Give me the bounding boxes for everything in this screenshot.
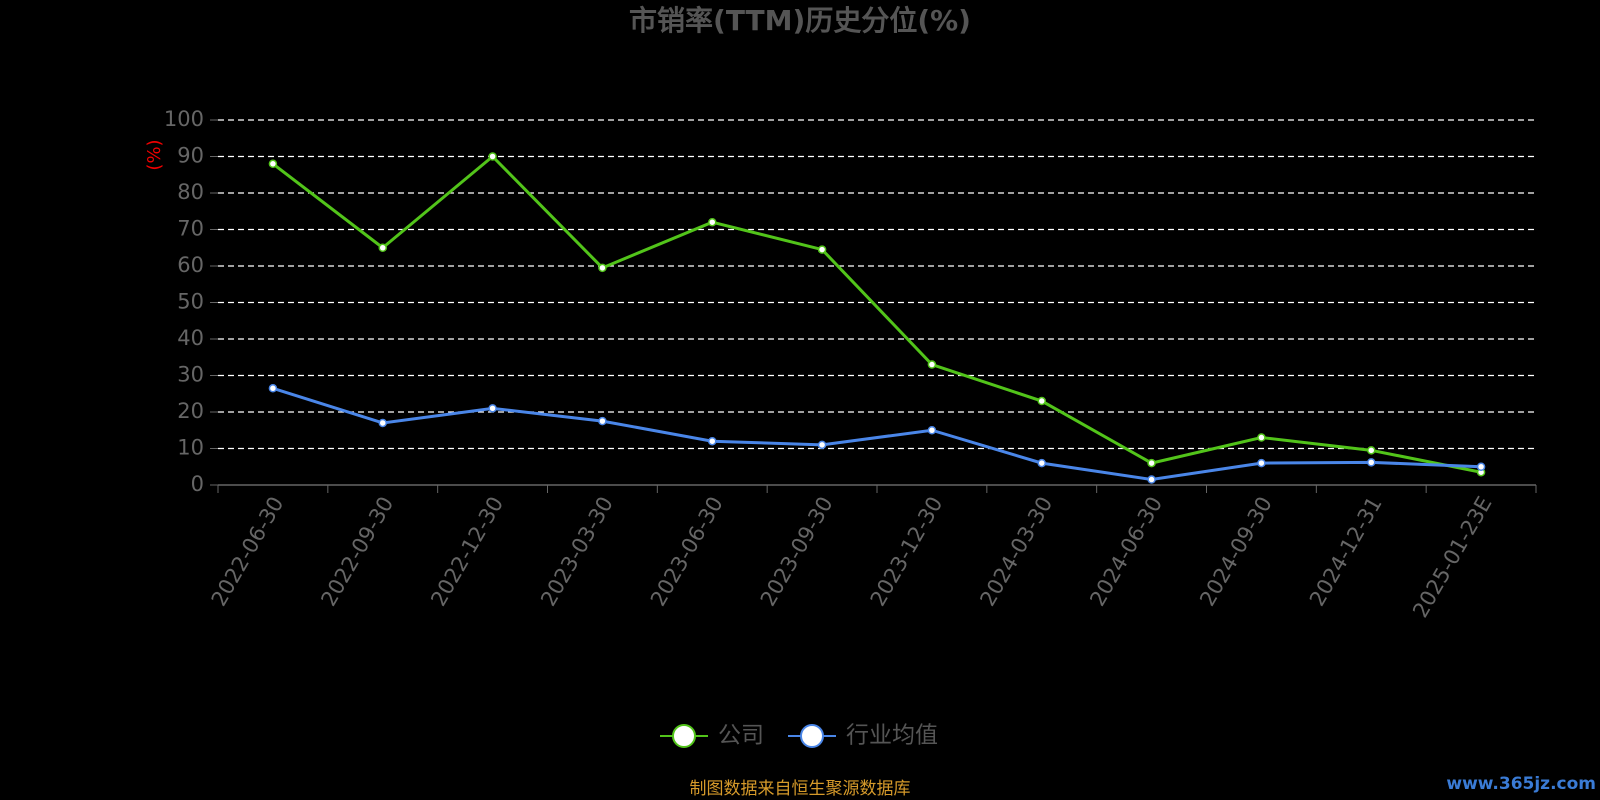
data-point — [817, 440, 827, 450]
y-tick-label: 0 — [191, 472, 204, 496]
data-point — [378, 418, 387, 428]
data-point — [378, 243, 387, 252]
y-tick-label: 10 — [177, 436, 204, 460]
data-point — [1037, 396, 1046, 406]
legend-marker — [800, 724, 824, 748]
series-line — [272, 386, 1482, 482]
x-tick-label: 2024-12-31 — [1305, 493, 1387, 611]
x-tick-label: 2023-06-30 — [646, 493, 728, 611]
data-point — [927, 360, 937, 369]
x-tick-label: 2024-09-30 — [1195, 493, 1277, 611]
data-point — [1257, 433, 1266, 442]
y-tick-label: 70 — [177, 217, 204, 241]
data-point — [488, 152, 497, 161]
y-tick-label: 20 — [177, 399, 204, 423]
y-tick-label: 40 — [177, 326, 204, 350]
x-tick-label: 2024-06-30 — [1085, 493, 1167, 611]
series-line — [272, 154, 1482, 474]
source-note: 制图数据来自恒生聚源数据库 — [690, 779, 911, 799]
data-point — [1476, 462, 1486, 471]
y-axis-label: (%) — [144, 139, 165, 170]
y-tick-label: 100 — [164, 107, 204, 131]
data-point — [1147, 475, 1156, 484]
y-tick-label: 80 — [177, 180, 204, 204]
y-tick-label: 60 — [177, 253, 204, 277]
data-point — [708, 436, 717, 446]
data-point — [1147, 458, 1156, 468]
x-tick-label: 2022-09-30 — [316, 493, 398, 611]
data-point — [488, 404, 497, 413]
data-point — [708, 217, 717, 227]
legend-label: 公司 — [718, 723, 764, 749]
watermark: www.365jz.com — [1446, 774, 1596, 794]
y-tick-label: 30 — [177, 363, 204, 387]
chart-title: 市销率(TTM)历史分位(%) — [629, 4, 971, 37]
x-tick-label: 2023-12-30 — [866, 493, 948, 611]
x-tick-label: 2025-01-23E — [1408, 493, 1496, 622]
x-tick-label: 2022-12-30 — [426, 493, 508, 611]
data-point — [268, 159, 278, 169]
data-point — [817, 245, 827, 254]
data-point — [1257, 458, 1266, 468]
data-point — [1037, 458, 1046, 468]
y-tick-label: 90 — [177, 144, 204, 168]
x-tick-label: 2022-06-30 — [207, 493, 289, 611]
y-tick-label: 50 — [177, 290, 204, 314]
data-point — [927, 426, 937, 435]
x-tick-label: 2024-03-30 — [975, 493, 1057, 611]
data-point — [598, 263, 607, 273]
x-tick-label: 2023-03-30 — [536, 493, 618, 611]
legend-marker — [672, 724, 696, 748]
data-point — [598, 416, 607, 426]
data-point — [268, 384, 278, 393]
data-point — [1367, 458, 1376, 467]
x-tick-label: 2023-09-30 — [756, 493, 838, 611]
data-point — [1367, 446, 1376, 455]
legend-label: 行业均值 — [846, 723, 938, 749]
